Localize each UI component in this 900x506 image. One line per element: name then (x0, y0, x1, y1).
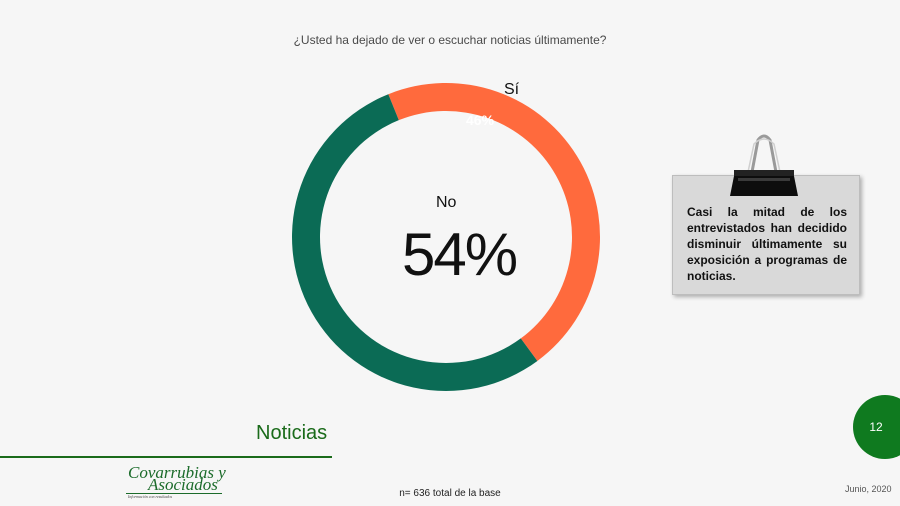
company-logo: Covarrubias y Asociados Información con … (118, 463, 228, 499)
label-si: Sí (504, 81, 520, 98)
sample-base: n= 636 total de la base (399, 488, 501, 499)
section-divider (0, 456, 332, 458)
value-label-no: 54% (402, 221, 518, 288)
logo-line1: Covarrubias y (128, 463, 226, 482)
logo-line2: Asociados (148, 475, 218, 494)
binder-clip-icon (730, 134, 798, 196)
chart-question: ¿Usted ha dejado de ver o escuchar notic… (293, 33, 607, 47)
logo-rule (126, 493, 222, 494)
section-title: Noticias (256, 422, 328, 444)
donut-slice-no (292, 94, 538, 391)
label-no: No (436, 194, 457, 211)
report-date: Junio, 2020 (845, 484, 892, 494)
page-number-badge: 12 (853, 395, 900, 459)
note-card: Casi la mitad de los entrevistados han d… (672, 175, 860, 295)
page-number: 12 (869, 420, 883, 434)
logo-tagline: Información con resultados (128, 494, 173, 499)
value-label-si: 46% (466, 112, 495, 128)
note-text: Casi la mitad de los entrevistados han d… (687, 205, 847, 283)
donut-slice-si (388, 82, 601, 361)
